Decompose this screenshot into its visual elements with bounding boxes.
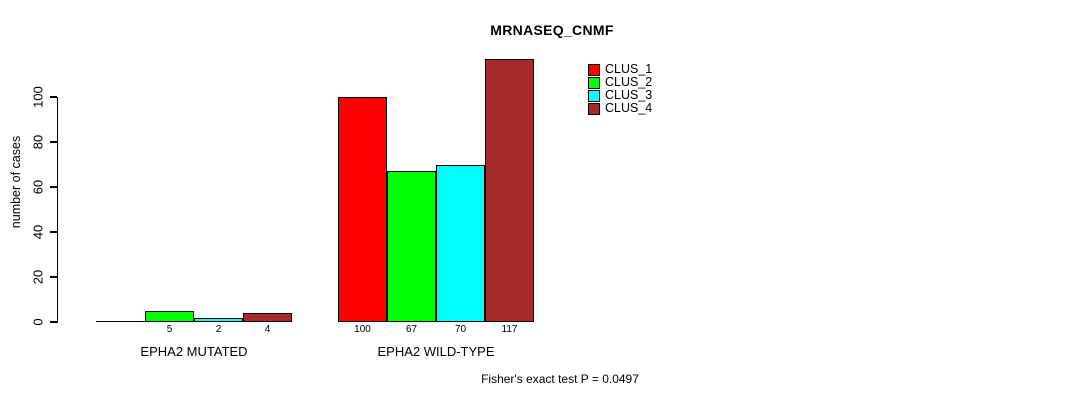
footnote: Fisher's exact test P = 0.0497 <box>481 372 639 386</box>
legend: CLUS_1 CLUS_2 CLUS_3 CLUS_4 <box>588 63 652 115</box>
bar-clus-3-epha2-wild-type <box>436 164 485 322</box>
legend-swatch-clus-1 <box>588 63 600 76</box>
bar-value-label-clus-3-epha2-mutated: 2 <box>215 324 222 335</box>
group-label-epha2-mutated: EPHA2 MUTATED <box>140 344 248 359</box>
bar-clus-3-epha2-mutated <box>194 317 243 322</box>
bar-value-label-clus-2-epha2-wild-type: 67 <box>405 324 418 335</box>
bar-value-label-clus-4-epha2-mutated: 4 <box>264 324 271 335</box>
y-tick-40 <box>50 231 57 233</box>
legend-label-clus-4: CLUS_4 <box>605 101 653 115</box>
legend-swatch-clus-4 <box>588 102 600 115</box>
bar-clus-4-epha2-mutated <box>243 313 292 322</box>
y-tick-label-20: 20 <box>30 269 46 285</box>
y-tick-label-100: 100 <box>30 86 46 108</box>
legend-item-clus-4: CLUS_4 <box>588 102 652 115</box>
legend-item-clus-2: CLUS_2 <box>588 76 652 89</box>
y-tick-80 <box>50 141 57 143</box>
y-tick-20 <box>50 276 57 278</box>
y-tick-100 <box>50 96 57 98</box>
bar-clus-2-epha2-wild-type <box>387 171 436 322</box>
bar-clus-1-epha2-mutated <box>96 320 145 322</box>
bar-clus-1-epha2-wild-type <box>338 97 387 322</box>
y-tick-label-60: 60 <box>30 179 46 195</box>
bar-clus-2-epha2-mutated <box>145 310 194 322</box>
y-axis <box>57 97 59 323</box>
bar-value-label-clus-4-epha2-wild-type: 117 <box>501 324 518 335</box>
legend-label-clus-1: CLUS_1 <box>605 62 653 76</box>
bar-value-label-clus-2-epha2-mutated: 5 <box>166 324 173 335</box>
chart-title: MRNASEQ_CNMF <box>490 22 614 38</box>
y-tick-label-80: 80 <box>30 134 46 150</box>
y-axis-label: number of cases <box>9 135 23 229</box>
legend-swatch-clus-3 <box>588 89 600 102</box>
legend-item-clus-3: CLUS_3 <box>588 89 652 102</box>
bar-clus-4-epha2-wild-type <box>485 58 534 322</box>
legend-item-clus-1: CLUS_1 <box>588 63 652 76</box>
group-label-epha2-wild-type: EPHA2 WILD-TYPE <box>377 344 495 359</box>
y-tick-0 <box>50 321 57 323</box>
y-tick-60 <box>50 186 57 188</box>
y-tick-label-0: 0 <box>30 318 46 326</box>
legend-label-clus-2: CLUS_2 <box>605 75 653 89</box>
bar-value-label-clus-1-epha2-wild-type: 100 <box>354 324 371 335</box>
legend-label-clus-3: CLUS_3 <box>605 88 653 102</box>
legend-swatch-clus-2 <box>588 76 600 89</box>
y-tick-label-40: 40 <box>30 224 46 240</box>
bar-value-label-clus-3-epha2-wild-type: 70 <box>454 324 467 335</box>
